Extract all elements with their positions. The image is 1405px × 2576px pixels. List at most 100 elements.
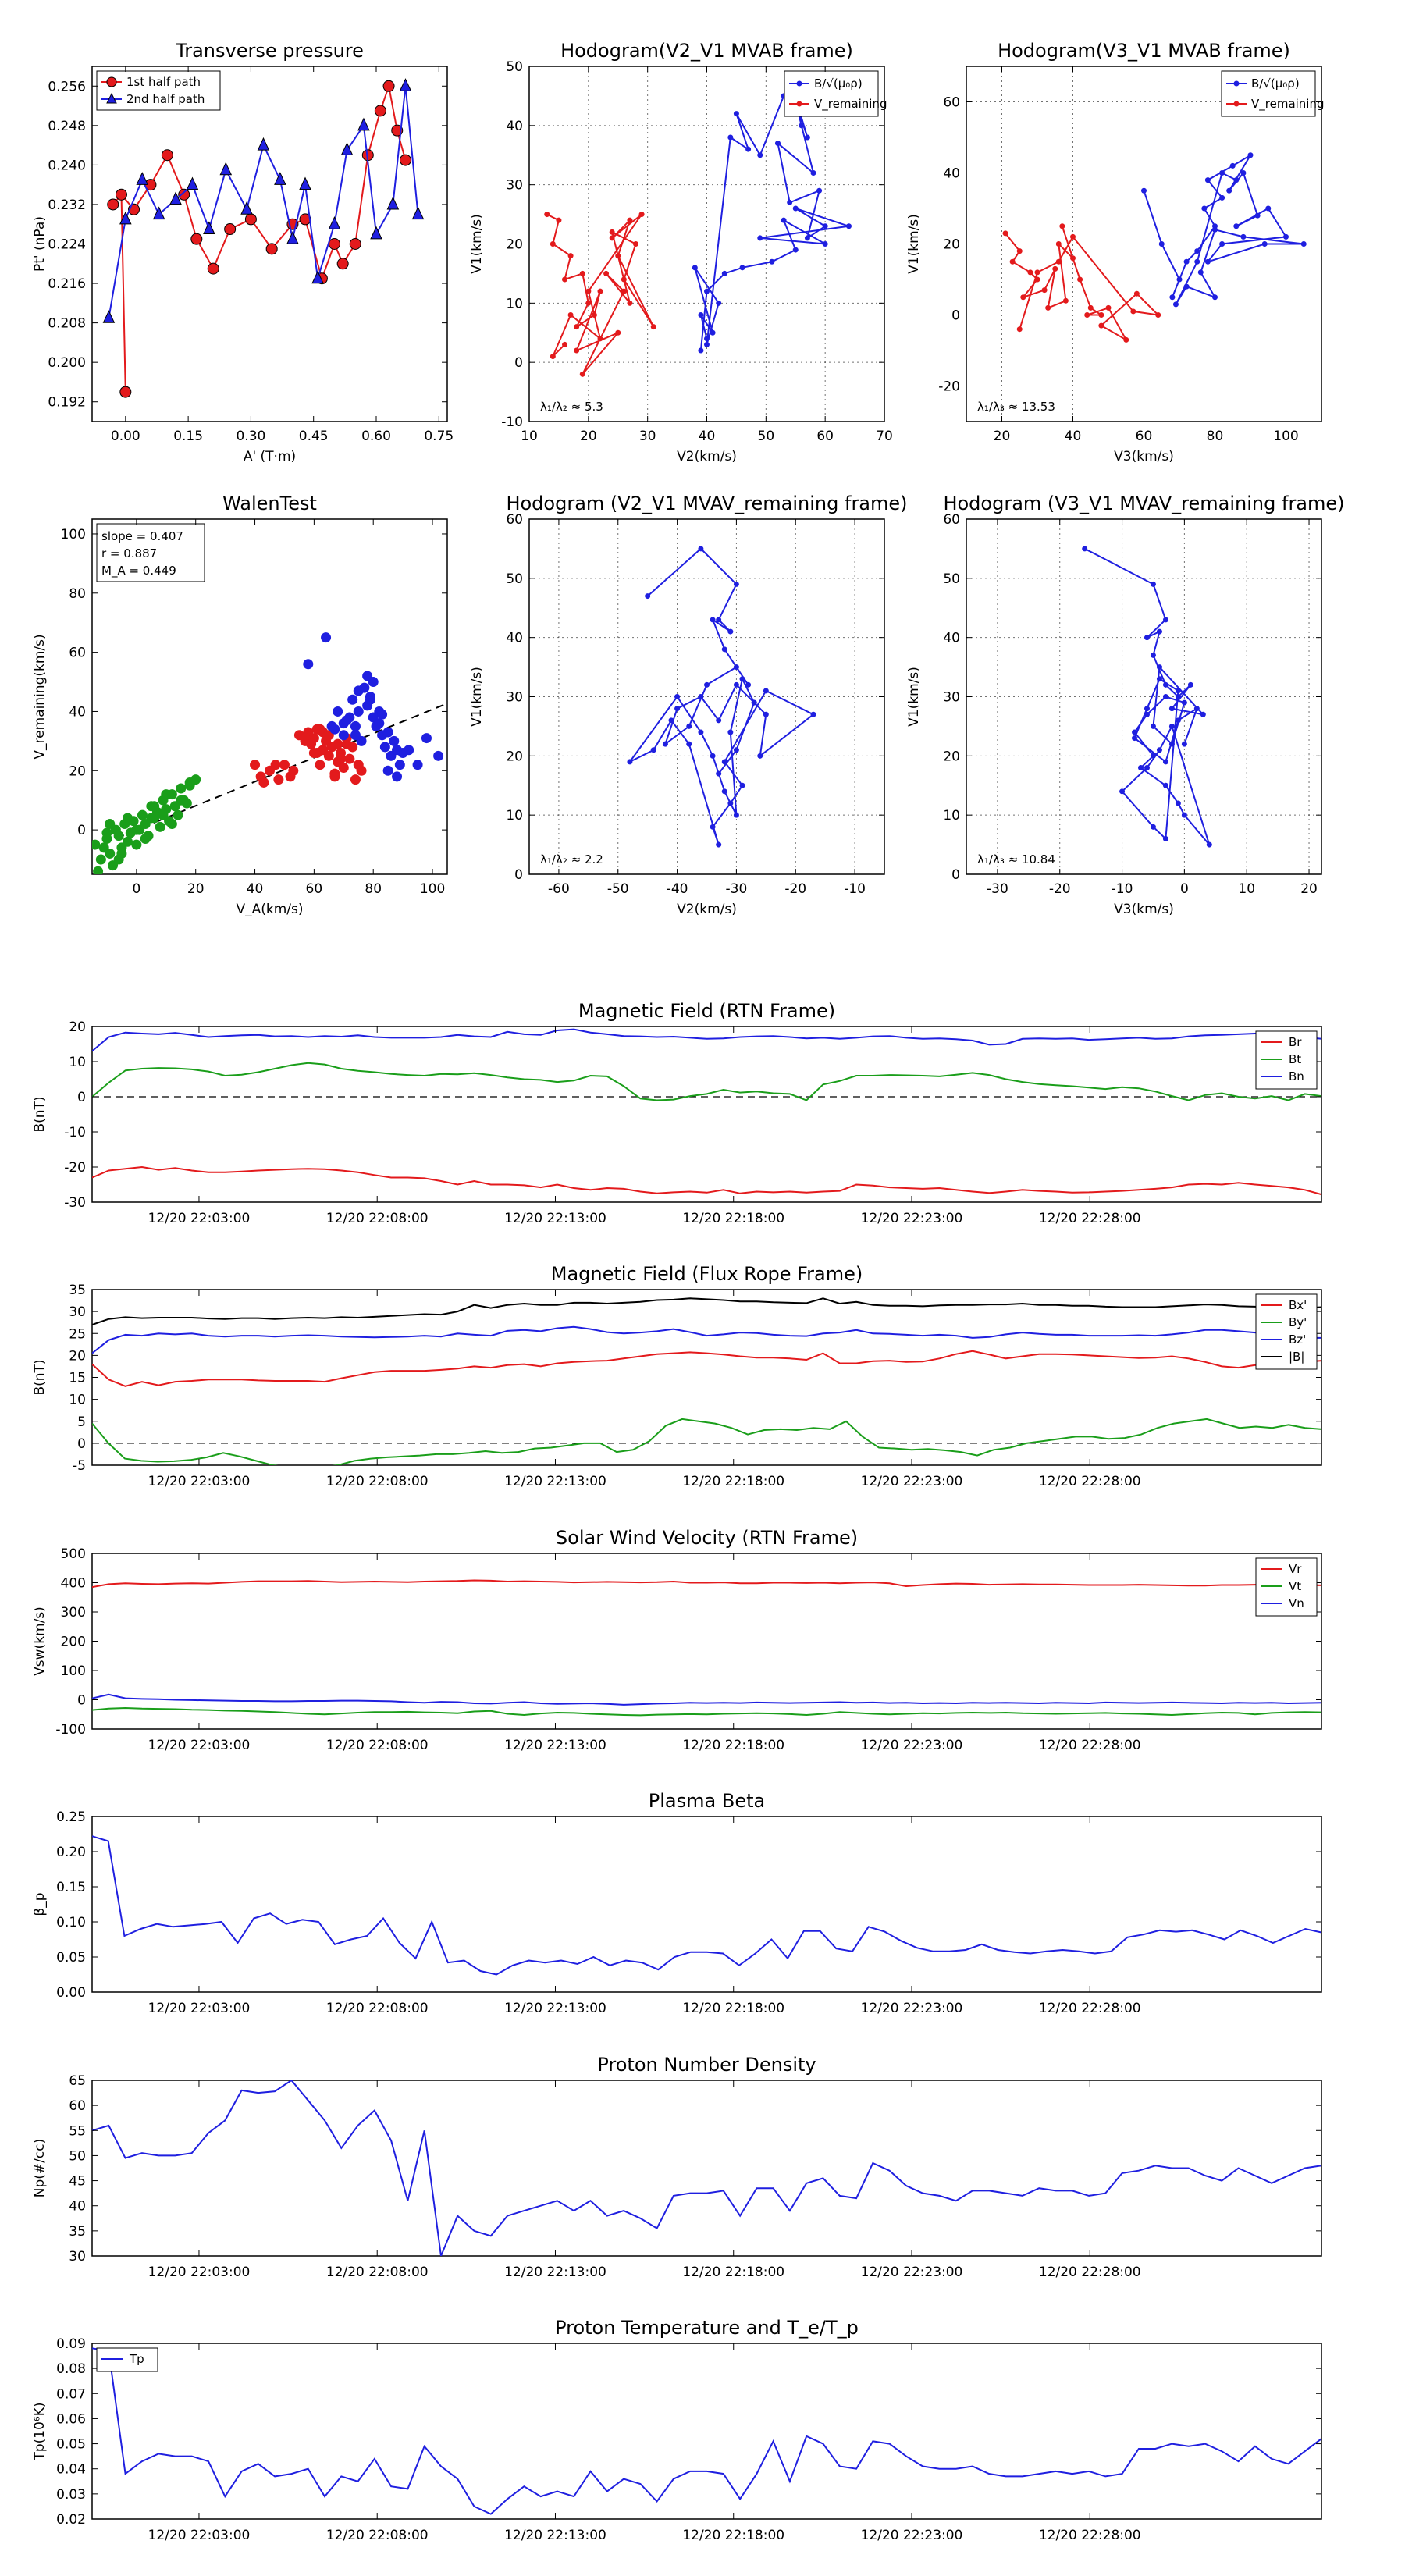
chart-title: Magnetic Field (RTN Frame) (578, 1000, 835, 1022)
hodogram-point (721, 270, 727, 276)
x-tick-label: -20 (1049, 881, 1071, 897)
y-tick-label: 0 (77, 1090, 86, 1105)
hodogram-point (1229, 162, 1236, 169)
plot-area (92, 1835, 1321, 1976)
y-tick-label: 40 (506, 119, 523, 134)
first-half-point (161, 149, 173, 162)
time-tick-label: 12/20 22:18:00 (682, 1738, 784, 1753)
time-tick-label: 12/20 22:13:00 (504, 2265, 606, 2280)
x-tick-label: -30 (726, 881, 748, 897)
walen-point-green (105, 819, 116, 830)
second-half-point (257, 137, 270, 151)
hodogram-point (698, 312, 704, 318)
time-tick-label: 12/20 22:03:00 (148, 2265, 251, 2280)
time-tick-label: 12/20 22:28:00 (1039, 1211, 1141, 1226)
y-tick-label: 15 (69, 1371, 86, 1386)
hodogram-point (1194, 258, 1200, 265)
walen-point-green (92, 839, 101, 850)
y-tick-label: 0.232 (48, 197, 86, 213)
series-line-Br (92, 1165, 1321, 1196)
y-tick-label: 0 (514, 355, 523, 371)
panel-vsw: Solar Wind Velocity (RTN Frame) 12/20 22:… (32, 1527, 1322, 1753)
y-tick-label: 0.06 (56, 2411, 86, 2427)
hodogram-point (1265, 205, 1272, 212)
walen-point-blue (389, 735, 400, 746)
hodogram-point (1041, 287, 1048, 294)
x-tick-label: 0.60 (361, 429, 391, 444)
hodogram-point (1204, 177, 1211, 183)
hodogram-point (716, 841, 722, 848)
hodogram-line (1143, 154, 1304, 305)
x-tick-label: 30 (639, 429, 656, 444)
legend-label: By' (1289, 1315, 1307, 1329)
legend-box (96, 70, 221, 111)
stats-box: slope = 0.407 r = 0.887 M_A = 0.449 (96, 523, 205, 582)
y-tick-label: 40 (69, 704, 86, 720)
hodogram-point (1233, 223, 1240, 229)
y-tick-label: 60 (943, 512, 960, 528)
hodogram-point (692, 265, 698, 271)
panel-np: Proton Number Density 12/20 22:03:00 12/20… (32, 2054, 1322, 2280)
time-tick-label: 12/20 22:18:00 (682, 2528, 784, 2543)
x-tick-label: 0.00 (111, 429, 140, 444)
hodogram-point (769, 258, 775, 265)
hodogram-point (716, 770, 722, 777)
hodogram-point (562, 276, 567, 283)
hodogram-point (1175, 717, 1181, 724)
x-tick-label: 20 (187, 881, 205, 897)
hodogram-point (810, 711, 816, 717)
y-tick-label: 0.25 (56, 1809, 86, 1825)
y-tick-label: 0.192 (48, 395, 86, 411)
y-tick-label: 20 (69, 1019, 86, 1035)
y-tick-label: -20 (64, 1160, 86, 1176)
time-tick-label: 12/20 22:08:00 (326, 2265, 429, 2280)
walen-point-red (344, 753, 355, 764)
legend: 1st half path 2nd half path (96, 70, 221, 111)
y-tick-label: 20 (506, 237, 523, 253)
hodogram-point (615, 329, 621, 336)
hodogram-point (1201, 205, 1208, 212)
walen-point-green (173, 809, 183, 820)
hodogram-point (1162, 759, 1168, 765)
y-tick-label: 20 (943, 237, 960, 253)
hodogram-point (816, 187, 823, 194)
y-tick-label: -30 (64, 1195, 86, 1211)
hodogram-point (1119, 788, 1126, 795)
hodogram-point (627, 217, 633, 223)
x-tick-label: 20 (580, 429, 597, 444)
hodogram-point (1130, 308, 1136, 315)
y-tick-label: -100 (55, 1722, 86, 1738)
legend-label: Bt (1289, 1052, 1301, 1066)
plot-area (1002, 152, 1307, 343)
hodogram-point (716, 300, 722, 306)
plot-area (92, 1579, 1321, 1717)
time-tick-label: 12/20 22:03:00 (148, 1211, 251, 1226)
axes-frame (528, 66, 885, 422)
legend-marker (1233, 101, 1240, 107)
y-tick-label: 40 (943, 631, 960, 646)
first-half-point (244, 213, 257, 226)
hodogram-point (733, 681, 739, 688)
time-tick-label: 12/20 22:23:00 (861, 1211, 963, 1226)
hodogram-point (609, 229, 615, 235)
first-half-point (107, 198, 119, 211)
chart-title: Solar Wind Velocity (RTN Frame) (556, 1527, 858, 1549)
y-tick-label: 10 (69, 1055, 86, 1070)
hodogram-point (562, 341, 567, 347)
x-tick-label: 50 (758, 429, 775, 444)
chart-title: Hodogram(V2_V1 MVAB frame) (560, 40, 853, 62)
hodogram-point (1158, 241, 1165, 247)
eigenvalue-ratio: λ₁/λ₃ ≈ 13.53 (977, 400, 1055, 414)
hodogram-line (694, 77, 849, 351)
y-axis-label: β_p (32, 1892, 48, 1916)
hodogram-point (1300, 241, 1307, 247)
hodogram-point (1084, 312, 1090, 318)
axes-frame (966, 518, 1322, 875)
legend: Br Bt Bn (1255, 1030, 1318, 1090)
time-tick-label: 12/20 22:23:00 (861, 1474, 963, 1489)
hodogram-point (810, 170, 816, 176)
y-tick-label: 0.04 (56, 2462, 86, 2478)
hodogram-point (757, 152, 763, 158)
y-tick-label: 65 (69, 2073, 86, 2089)
